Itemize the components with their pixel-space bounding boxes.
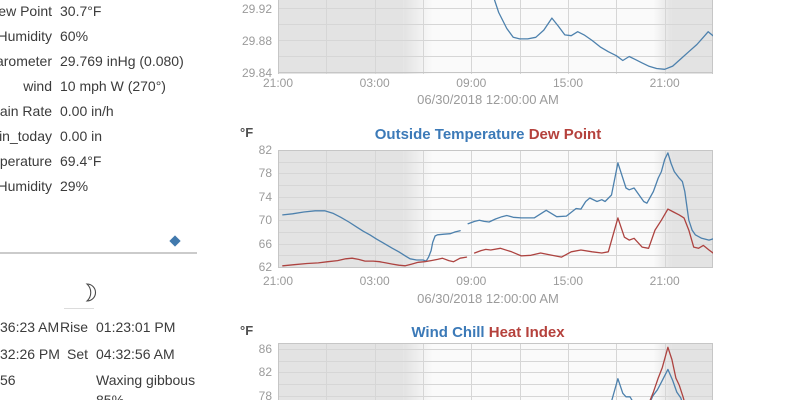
y-axis-tick-label: 82 bbox=[258, 143, 272, 157]
chart-date-label: 06/30/2018 12:00:00 AM bbox=[417, 291, 559, 306]
y-axis-tick-label: 74 bbox=[258, 189, 272, 204]
condition-value: 29.769 inHg (0.080) bbox=[60, 53, 184, 69]
almanac-row: 85% bbox=[0, 392, 200, 400]
chart-title-part: Dew Point bbox=[528, 126, 602, 143]
conditions-row: in_today 0.00 in bbox=[0, 124, 198, 149]
x-axis-tick-label: 09:00 bbox=[456, 76, 487, 90]
condition-label: ew Point bbox=[0, 3, 52, 19]
x-axis-tick-label: 21:00 bbox=[649, 76, 680, 90]
y-axis-tick-label: 78 bbox=[258, 166, 272, 181]
condition-value: 60% bbox=[60, 28, 89, 44]
conditions-row: perature 69.4°F bbox=[0, 149, 198, 174]
dew-point-line bbox=[473, 208, 713, 258]
condition-value: 69.4°F bbox=[60, 153, 102, 169]
y-axis-unit-label: °F bbox=[240, 125, 254, 140]
barometer-plot bbox=[278, 0, 713, 74]
condition-label: Humidity bbox=[0, 178, 52, 194]
chart-date-label: 06/30/2018 12:00:00 AM bbox=[417, 92, 559, 107]
sun-value: 56 bbox=[0, 372, 16, 388]
moon-header-underline bbox=[64, 308, 94, 309]
chart-title-part: Heat Index bbox=[488, 324, 565, 341]
y-axis-tick-label: 86 bbox=[258, 342, 272, 356]
condition-label: Rain Rate bbox=[0, 103, 52, 119]
conditions-row: Humidity 60% bbox=[0, 24, 198, 49]
x-axis-tick-label: 15:00 bbox=[552, 76, 584, 90]
outside-temperature-dew-point-plot bbox=[278, 150, 713, 268]
condition-label: in_today bbox=[0, 128, 52, 144]
diamond-marker-icon bbox=[169, 235, 181, 247]
wind-chill-line bbox=[611, 378, 633, 400]
outside-temperature-line bbox=[467, 152, 713, 241]
panel-divider bbox=[0, 252, 197, 254]
y-axis-tick-label: 29.88 bbox=[241, 33, 272, 48]
crescent-moon-icon bbox=[77, 282, 97, 303]
moon-set-value: 04:32:56 AM bbox=[96, 346, 175, 362]
condition-label: Humidity bbox=[0, 28, 52, 44]
moon-phase-percent: 85% bbox=[96, 392, 125, 400]
y-axis-tick-label: 82 bbox=[258, 365, 272, 380]
barometer-inhg--line bbox=[493, 0, 713, 70]
chart-title-part: Wind Chill bbox=[411, 324, 485, 341]
outside-temperature-line bbox=[282, 210, 461, 262]
condition-value: 10 mph W (270°) bbox=[60, 78, 166, 94]
moon-phase-name: Waxing gibbous bbox=[96, 372, 196, 388]
condition-label: perature bbox=[0, 153, 52, 169]
heat-index-line bbox=[649, 346, 685, 400]
chart-title-part: Outside Temperature bbox=[374, 126, 525, 143]
rise-label: Rise bbox=[59, 319, 88, 335]
wind-chill-line bbox=[650, 368, 683, 400]
almanac-row: 32:26 PM Set 04:32:56 AM bbox=[0, 346, 200, 362]
conditions-row: ew Point 30.7°F bbox=[0, 0, 198, 24]
x-axis-tick-label: 03:00 bbox=[359, 274, 390, 288]
condition-value: 0.00 in/h bbox=[60, 103, 114, 119]
x-axis-tick-label: 21:00 bbox=[649, 274, 680, 288]
y-axis-tick-label: 29.84 bbox=[241, 65, 272, 80]
x-axis-tick-label: 21:00 bbox=[262, 274, 294, 288]
condition-value: 0.00 in bbox=[60, 128, 103, 144]
x-axis-tick-label: 21:00 bbox=[262, 76, 294, 90]
outside-temperature-dew-point-title: Outside Temperature Dew Point bbox=[278, 126, 698, 143]
condition-value: 30.7°F bbox=[60, 3, 102, 19]
wind-chill-heat-index-title: Wind Chill Heat Index bbox=[278, 324, 698, 341]
y-axis-tick-label: 66 bbox=[258, 236, 272, 251]
condition-label: wind bbox=[23, 78, 52, 94]
set-label: Set bbox=[66, 346, 88, 362]
x-axis-tick-label: 03:00 bbox=[359, 76, 390, 90]
conditions-row: arometer 29.769 inHg (0.080) bbox=[0, 49, 198, 74]
almanac-row: 36:23 AM Rise 01:23:01 PM bbox=[0, 319, 200, 335]
x-axis-tick-label: 09:00 bbox=[456, 274, 487, 288]
y-axis-tick-label: 70 bbox=[258, 213, 272, 228]
y-axis-tick-label: 78 bbox=[258, 388, 272, 400]
moon-rise-value: 01:23:01 PM bbox=[96, 319, 176, 335]
condition-value: 29% bbox=[60, 178, 89, 194]
sun-time-value: 32:26 PM bbox=[0, 346, 60, 362]
x-axis-tick-label: 15:00 bbox=[552, 274, 584, 288]
y-axis-unit-label: °F bbox=[240, 323, 254, 338]
conditions-row: Rain Rate 0.00 in/h bbox=[0, 99, 198, 124]
sun-time-value: 36:23 AM bbox=[0, 319, 60, 335]
y-axis-tick-label: 29.92 bbox=[241, 1, 272, 16]
wind-chill-heat-index-plot bbox=[278, 343, 713, 400]
conditions-row: wind 10 mph W (270°) bbox=[0, 74, 198, 99]
dew-point-line bbox=[282, 256, 468, 267]
almanac-row: 56 Waxing gibbous bbox=[0, 372, 200, 388]
condition-label: arometer bbox=[0, 53, 52, 69]
y-axis-tick-label: 62 bbox=[258, 260, 272, 274]
conditions-row: Humidity 29% bbox=[0, 174, 198, 199]
